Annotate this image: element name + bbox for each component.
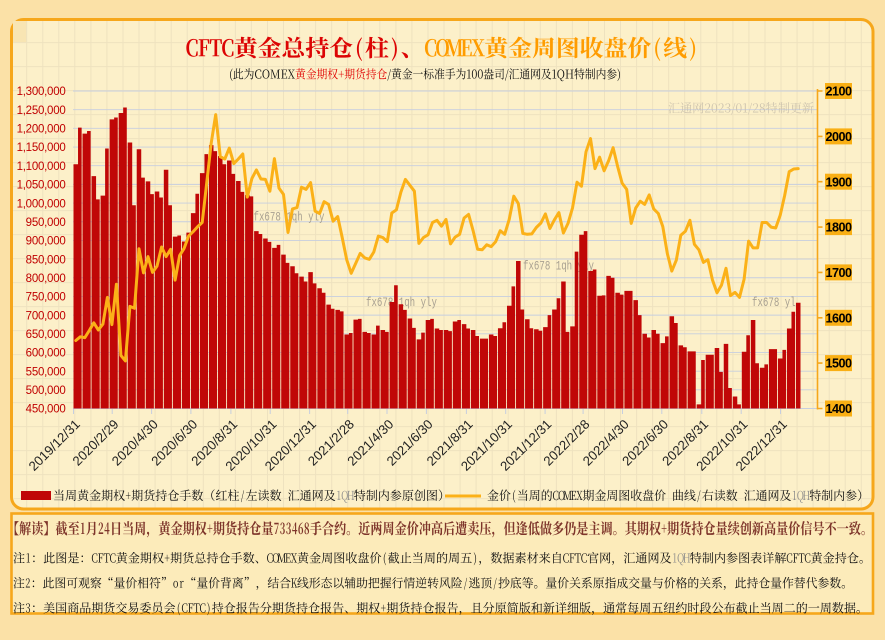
svg-text:1900: 1900 bbox=[825, 175, 852, 189]
svg-text:650,000: 650,000 bbox=[26, 329, 66, 341]
svg-text:1400: 1400 bbox=[825, 402, 852, 416]
svg-text:700,000: 700,000 bbox=[26, 310, 66, 322]
svg-text:2100: 2100 bbox=[825, 85, 852, 99]
svg-text:1,300,000: 1,300,000 bbox=[17, 86, 66, 98]
svg-text:fx678 yl: fx678 yl bbox=[752, 297, 796, 311]
svg-text:850,000: 850,000 bbox=[26, 254, 66, 266]
svg-text:1800: 1800 bbox=[825, 221, 852, 235]
svg-text:950,000: 950,000 bbox=[26, 217, 66, 229]
svg-text:550,000: 550,000 bbox=[26, 366, 66, 378]
svg-text:1,050,000: 1,050,000 bbox=[17, 180, 66, 192]
svg-text:800,000: 800,000 bbox=[26, 273, 66, 285]
svg-text:2000: 2000 bbox=[825, 130, 852, 144]
svg-text:1,200,000: 1,200,000 bbox=[17, 124, 66, 136]
svg-text:450,000: 450,000 bbox=[26, 404, 66, 416]
svg-text:750,000: 750,000 bbox=[26, 292, 66, 304]
svg-text:1,100,000: 1,100,000 bbox=[17, 161, 66, 173]
svg-text:1,150,000: 1,150,000 bbox=[17, 142, 66, 154]
svg-text:900,000: 900,000 bbox=[26, 236, 66, 248]
svg-text:500,000: 500,000 bbox=[26, 385, 66, 397]
svg-text:1500: 1500 bbox=[825, 357, 852, 371]
svg-text:1700: 1700 bbox=[825, 266, 852, 280]
svg-text:fx678 1qh yly: fx678 1qh yly bbox=[254, 211, 325, 225]
svg-text:1,250,000: 1,250,000 bbox=[17, 105, 66, 117]
svg-text:1600: 1600 bbox=[825, 311, 852, 325]
svg-text:600,000: 600,000 bbox=[26, 348, 66, 360]
svg-text:1,000,000: 1,000,000 bbox=[17, 198, 66, 210]
svg-text:fx678 1qh yly: fx678 1qh yly bbox=[366, 297, 437, 311]
